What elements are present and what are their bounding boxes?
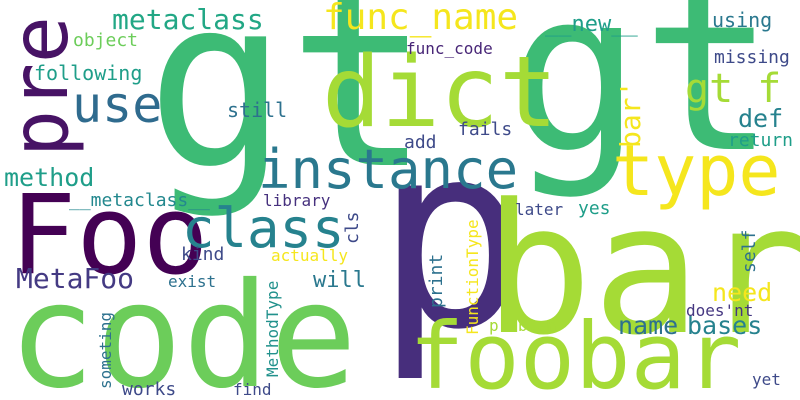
word-metaclass: metaclass	[112, 3, 264, 36]
word-exist: exist	[168, 272, 217, 291]
word-find: find	[233, 380, 272, 399]
word-metafoo: MetaFoo	[16, 262, 135, 295]
word-bases: bases	[687, 311, 763, 340]
word-object: object	[73, 30, 139, 51]
word-functiontype: FunctionType	[463, 219, 482, 335]
word-self: self	[739, 229, 760, 273]
word-def: def	[738, 104, 784, 133]
word-type: type	[612, 130, 781, 212]
word-gt-f: gt f	[685, 66, 782, 112]
word-actually: actually	[271, 246, 349, 265]
word-yes: yes	[578, 198, 611, 219]
word-someting: someting	[96, 311, 115, 389]
word-bar: bar	[484, 166, 800, 375]
word-fails: fails	[458, 119, 513, 140]
word-using: using	[712, 8, 773, 32]
word-library: library	[263, 191, 331, 210]
word-yet: yet	[752, 370, 781, 389]
word-still: still	[227, 98, 288, 122]
word-func-name: func_name	[323, 0, 519, 38]
word-return: return	[728, 130, 794, 151]
word-gt: gt	[146, 0, 431, 221]
word-doesnt: does'nt	[686, 301, 754, 320]
word-foobar: foobar	[409, 303, 742, 400]
word-bar-quote: bar'	[614, 80, 647, 148]
word-foo: Foo	[10, 171, 209, 299]
word-new: __new__	[545, 12, 638, 37]
word-gt: gt	[508, 0, 776, 202]
word-cls: cls	[342, 211, 363, 244]
word-method: method	[4, 163, 95, 192]
word-works: works	[122, 379, 177, 400]
word-code: code	[8, 252, 358, 400]
word-name: name	[618, 311, 679, 340]
word-p: p	[375, 89, 529, 386]
word-use: use	[72, 76, 163, 134]
word-need: need	[712, 278, 773, 307]
word-class: class	[182, 197, 345, 260]
word-problem: problem	[489, 316, 557, 335]
word-dict: dict	[322, 36, 559, 150]
word-methodtype: MethodType	[263, 280, 282, 377]
word-pre: pre	[0, 16, 86, 157]
word-missing: missing	[714, 47, 790, 68]
word-print: print	[426, 253, 447, 308]
word-func-code: func_code	[406, 39, 493, 58]
word-following: following	[34, 61, 143, 85]
word-instance: instance	[258, 138, 519, 201]
word-will: will	[313, 268, 366, 293]
word-add: add	[404, 132, 437, 153]
word-later: later	[515, 200, 564, 219]
word-kind: kind	[181, 244, 225, 265]
word-dunder-metaclass: __metaclass__	[69, 190, 210, 211]
